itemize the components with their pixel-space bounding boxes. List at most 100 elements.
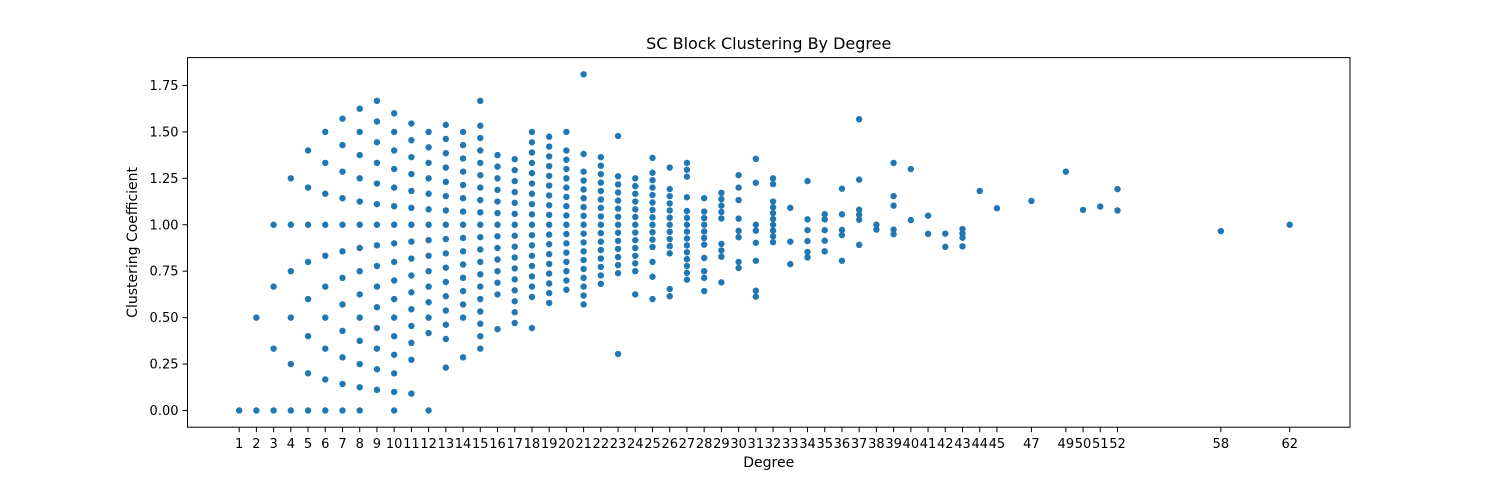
data-point (597, 238, 605, 245)
data-point (304, 332, 312, 340)
data-point (494, 244, 501, 252)
data-point (614, 205, 622, 212)
x-tick-label: 21 (575, 437, 592, 452)
data-point (528, 283, 536, 290)
data-point (614, 245, 622, 253)
x-tick-label: 40 (903, 437, 920, 452)
data-point (459, 287, 467, 295)
data-point (959, 243, 966, 250)
data-point (735, 171, 742, 179)
data-point (580, 203, 587, 211)
data-point (425, 252, 432, 259)
data-point (373, 139, 381, 146)
x-axis-title: Degree (743, 455, 794, 471)
data-point (477, 283, 484, 290)
data-point (339, 354, 346, 361)
data-point (821, 210, 828, 218)
data-point (597, 255, 605, 262)
data-point (545, 202, 553, 209)
data-point (649, 228, 656, 236)
data-point (459, 314, 467, 321)
data-point (700, 195, 708, 202)
data-point (666, 293, 673, 300)
data-point (545, 143, 553, 150)
data-point (356, 360, 363, 368)
data-point (545, 192, 553, 199)
data-point (683, 235, 691, 242)
x-tick-label: 4 (287, 437, 295, 452)
data-point (477, 171, 484, 179)
data-point (580, 221, 587, 228)
data-point (649, 221, 656, 228)
data-point (390, 165, 398, 173)
y-tick-label: 1.25 (150, 172, 179, 187)
x-tick-label: 45 (989, 437, 1006, 452)
data-point (304, 258, 312, 266)
data-point (356, 337, 363, 345)
data-point (700, 214, 708, 222)
x-tick-label: 28 (696, 437, 713, 452)
data-point (511, 298, 518, 305)
data-point (545, 162, 553, 170)
data-point (494, 256, 501, 263)
data-point (580, 256, 587, 264)
data-point (408, 120, 415, 127)
data-point (649, 176, 656, 184)
data-point (700, 287, 708, 295)
data-point (632, 175, 639, 182)
data-point (408, 390, 415, 397)
data-point (580, 71, 587, 78)
data-point (511, 155, 518, 163)
data-point (528, 128, 536, 136)
data-point (563, 202, 570, 210)
data-point (855, 241, 863, 249)
data-point (356, 384, 363, 391)
data-point (287, 314, 295, 321)
data-point (356, 407, 363, 414)
data-point (993, 205, 1001, 212)
data-point (304, 295, 312, 303)
data-point (356, 175, 363, 182)
data-point (666, 242, 673, 250)
data-point (425, 221, 432, 228)
data-point (890, 192, 897, 200)
data-point (614, 229, 622, 236)
data-point (545, 153, 553, 160)
data-point (477, 209, 484, 216)
data-point (528, 221, 536, 228)
x-tick-label: 19 (541, 437, 558, 452)
data-point (769, 239, 777, 246)
data-point (425, 299, 432, 306)
data-point (545, 270, 553, 277)
data-point (890, 159, 897, 167)
data-point (494, 186, 501, 194)
x-tick-label: 23 (610, 437, 627, 452)
data-point (632, 252, 639, 259)
data-point (356, 244, 363, 252)
x-tick-label: 20 (558, 437, 575, 452)
data-point (339, 141, 346, 149)
data-point (287, 267, 295, 275)
data-point (614, 261, 622, 269)
data-point (408, 137, 415, 144)
data-point (563, 147, 570, 154)
data-point (494, 291, 501, 298)
data-point (890, 202, 897, 209)
data-point (752, 155, 760, 163)
data-point (287, 175, 295, 182)
data-point (459, 168, 467, 175)
data-point (597, 204, 605, 212)
data-point (545, 241, 553, 248)
data-point (666, 221, 673, 228)
data-point (752, 227, 760, 234)
data-point (976, 187, 983, 195)
data-point (477, 234, 484, 241)
data-point (442, 250, 450, 257)
data-point (563, 258, 570, 266)
data-point (425, 236, 432, 244)
data-point (683, 262, 691, 270)
data-point (477, 345, 484, 352)
data-point (649, 154, 656, 162)
data-point (563, 175, 570, 182)
x-tick-label: 36 (834, 437, 851, 452)
